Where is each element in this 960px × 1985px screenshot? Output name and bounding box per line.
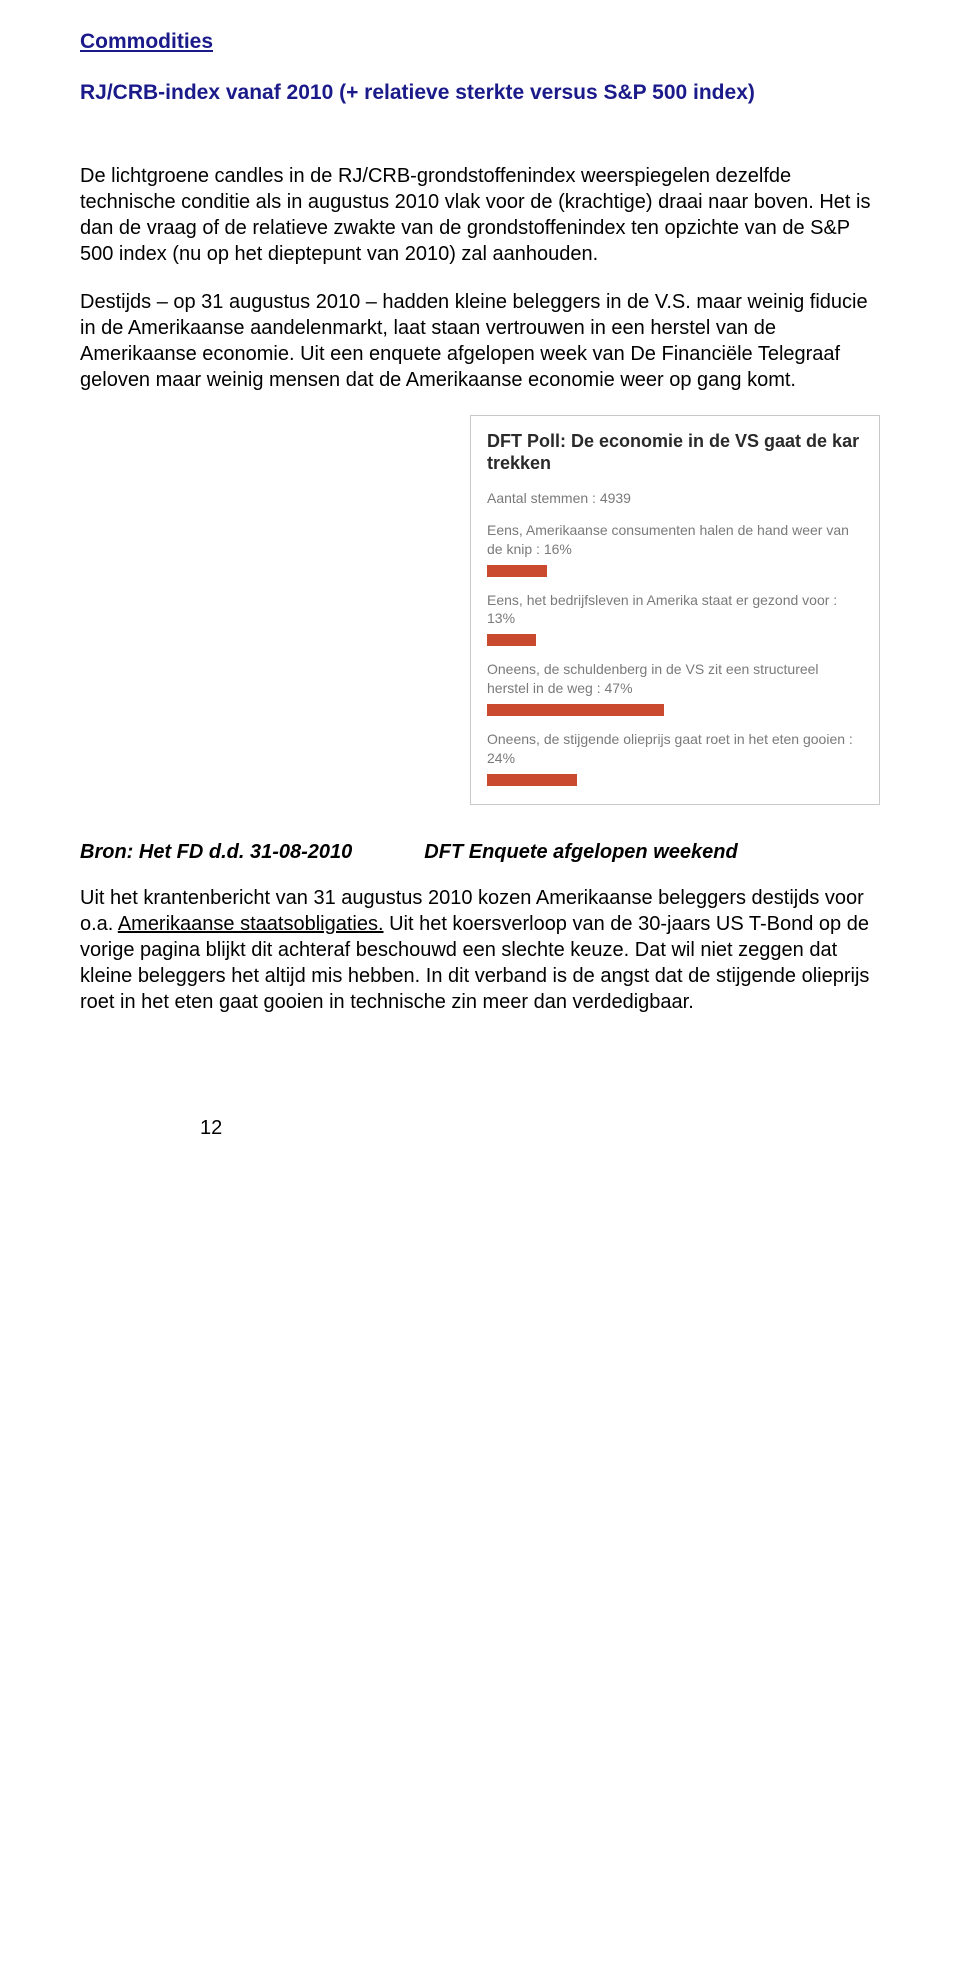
- poll-widget: DFT Poll: De economie in de VS gaat de k…: [470, 415, 880, 805]
- poll-item-label: Eens, Amerikaanse consumenten halen de h…: [487, 521, 863, 559]
- poll-bar: [487, 634, 536, 646]
- poll-item-label: Oneens, de schuldenberg in de VS zit een…: [487, 660, 863, 698]
- poll-title: DFT Poll: De economie in de VS gaat de k…: [487, 430, 863, 475]
- section-subtitle: RJ/CRB-index vanaf 2010 (+ relatieve ste…: [80, 79, 880, 106]
- source-row: Bron: Het FD d.d. 31-08-2010 DFT Enquete…: [80, 839, 880, 865]
- poll-item-label: Eens, het bedrijfsleven in Amerika staat…: [487, 591, 863, 629]
- poll-item: Eens, Amerikaanse consumenten halen de h…: [487, 521, 863, 577]
- poll-item: Oneens, de stijgende olieprijs gaat roet…: [487, 730, 863, 786]
- source-right: DFT Enquete afgelopen weekend: [424, 839, 737, 865]
- source-left: Bron: Het FD d.d. 31-08-2010: [80, 839, 352, 865]
- poll-vote-count: Aantal stemmen : 4939: [487, 489, 863, 507]
- paragraph-1: De lichtgroene candles in de RJ/CRB-gron…: [80, 163, 880, 267]
- closing-paragraph: Uit het krantenbericht van 31 augustus 2…: [80, 885, 880, 1015]
- poll-bar-track: [487, 704, 863, 716]
- poll-bar: [487, 774, 577, 786]
- poll-item: Eens, het bedrijfsleven in Amerika staat…: [487, 591, 863, 647]
- poll-bar-track: [487, 634, 863, 646]
- paragraph-2: Destijds – op 31 augustus 2010 – hadden …: [80, 289, 880, 393]
- section-title: Commodities: [80, 28, 880, 55]
- poll-bar-track: [487, 565, 863, 577]
- poll-bar-track: [487, 774, 863, 786]
- poll-container: DFT Poll: De economie in de VS gaat de k…: [80, 415, 880, 805]
- poll-item-label: Oneens, de stijgende olieprijs gaat roet…: [487, 730, 863, 768]
- poll-item: Oneens, de schuldenberg in de VS zit een…: [487, 660, 863, 716]
- poll-bar: [487, 704, 664, 716]
- poll-bar: [487, 565, 547, 577]
- closing-underlined: Amerikaanse staatsobligaties.: [118, 913, 384, 935]
- page-number: 12: [80, 1115, 880, 1141]
